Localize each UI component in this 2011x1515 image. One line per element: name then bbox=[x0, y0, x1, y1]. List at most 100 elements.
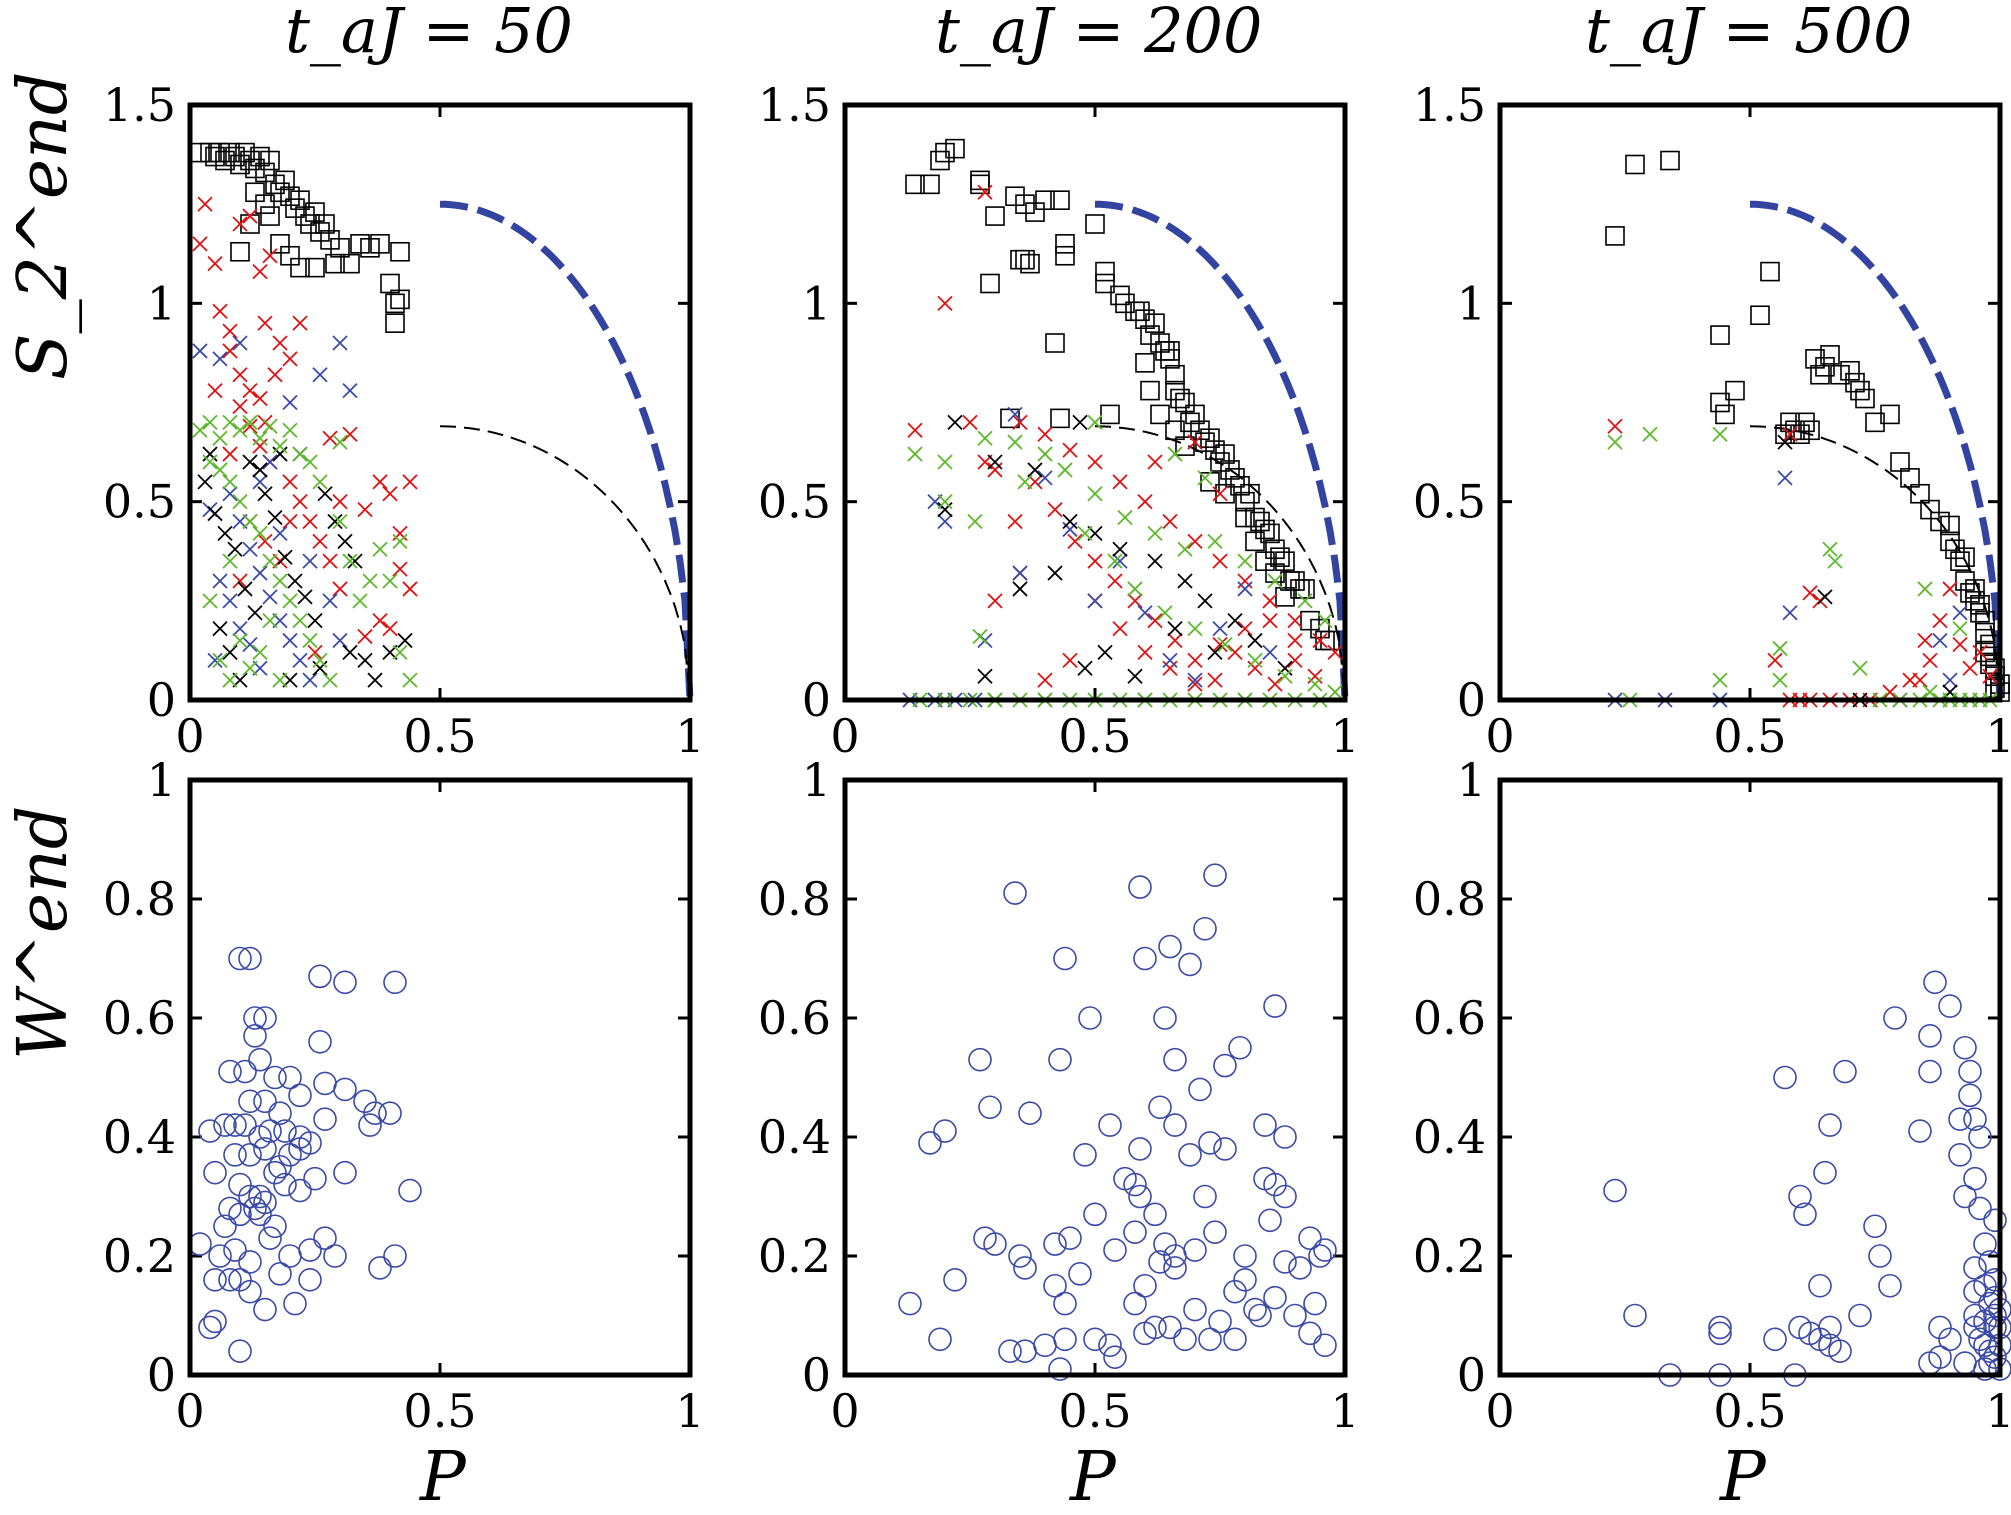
x-marker bbox=[1062, 521, 1078, 538]
circle-marker bbox=[203, 1160, 227, 1185]
circle-marker bbox=[1958, 1083, 1982, 1108]
xlabel-panel-2: P bbox=[1068, 1438, 1117, 1515]
circle-marker bbox=[943, 1268, 967, 1292]
circle-marker bbox=[213, 1113, 237, 1137]
x-marker bbox=[1112, 474, 1128, 490]
circle-marker bbox=[303, 1166, 327, 1191]
square-marker bbox=[1240, 483, 1260, 504]
square-marker bbox=[235, 142, 255, 163]
circle-marker bbox=[1043, 1273, 1067, 1298]
circle-marker bbox=[1198, 1131, 1222, 1155]
circle-marker bbox=[1948, 1143, 1972, 1167]
x-marker bbox=[262, 248, 278, 264]
circle-marker bbox=[233, 1113, 257, 1137]
x-marker bbox=[1207, 672, 1223, 688]
circle-marker bbox=[323, 1244, 347, 1268]
x-marker bbox=[372, 474, 388, 490]
circle-marker bbox=[1263, 1285, 1287, 1310]
circle-marker bbox=[268, 1262, 292, 1286]
square-marker bbox=[1160, 349, 1180, 369]
x-marker bbox=[1287, 652, 1303, 668]
x-marker bbox=[232, 335, 248, 351]
square-marker bbox=[1900, 468, 1920, 488]
circle-marker bbox=[1018, 1101, 1042, 1125]
x-marker bbox=[307, 613, 323, 629]
x-marker bbox=[392, 644, 408, 661]
x-marker bbox=[1642, 426, 1658, 442]
y-tick-label: 0.4 bbox=[1413, 1110, 1486, 1164]
circle-marker bbox=[1078, 1006, 1102, 1030]
circle-marker bbox=[1163, 1256, 1187, 1280]
square-marker bbox=[1190, 420, 1210, 441]
circle-marker bbox=[1983, 1208, 2007, 1233]
x-marker bbox=[257, 486, 273, 502]
circle-marker bbox=[1048, 1357, 1072, 1381]
circle-marker bbox=[1958, 1059, 1982, 1084]
x-marker bbox=[367, 672, 383, 688]
x-marker bbox=[242, 454, 258, 470]
circle-marker bbox=[353, 1089, 377, 1114]
circle-marker bbox=[1068, 1262, 1092, 1286]
x-marker bbox=[282, 351, 298, 367]
square-marker bbox=[905, 174, 925, 195]
circle-marker bbox=[1263, 994, 1287, 1018]
square-marker bbox=[275, 170, 295, 191]
circle-marker bbox=[1053, 1291, 1077, 1316]
circle-marker bbox=[383, 970, 407, 995]
square-marker bbox=[1955, 571, 1975, 591]
x-marker bbox=[1802, 585, 1818, 601]
x-marker bbox=[282, 513, 298, 530]
square-marker bbox=[1150, 404, 1170, 425]
circle-marker bbox=[1313, 1238, 1337, 1262]
circle-marker bbox=[1143, 1202, 1167, 1227]
x-marker bbox=[1817, 589, 1833, 605]
circle-marker bbox=[1208, 1309, 1232, 1334]
square-marker bbox=[1855, 388, 1875, 409]
x-marker bbox=[1157, 605, 1173, 621]
x-marker bbox=[1237, 573, 1253, 589]
title-1-text: t_aJ = 50 bbox=[285, 0, 573, 67]
circle-marker bbox=[1883, 1006, 1907, 1030]
x-marker bbox=[1952, 605, 1968, 621]
circle-marker bbox=[1128, 1137, 1152, 1161]
square-marker bbox=[320, 230, 340, 250]
x-marker bbox=[1782, 426, 1798, 442]
circle-marker bbox=[1153, 1232, 1177, 1256]
x-tick-label: 0 bbox=[830, 709, 859, 763]
circle-marker bbox=[1143, 1315, 1167, 1340]
square-marker bbox=[1845, 372, 1865, 393]
x-tick-label: 0 bbox=[175, 709, 204, 763]
circle-marker bbox=[933, 1119, 957, 1143]
square-marker bbox=[1145, 313, 1165, 333]
square-marker bbox=[970, 174, 990, 195]
square-marker bbox=[1270, 547, 1290, 568]
panel-3: 0 0.5 1 0 0.5 1 1.5 bbox=[1413, 78, 2011, 763]
x-marker bbox=[1072, 414, 1088, 430]
x-marker bbox=[222, 323, 238, 339]
circle-marker bbox=[268, 1154, 292, 1179]
circle-marker bbox=[313, 1226, 337, 1250]
circle-marker bbox=[1818, 1113, 1842, 1137]
circle-marker bbox=[1123, 1291, 1147, 1316]
x-marker bbox=[1932, 613, 1948, 629]
square-marker bbox=[1985, 666, 2005, 687]
circle-marker bbox=[1123, 1220, 1147, 1244]
x-marker bbox=[1147, 553, 1163, 569]
circle-marker bbox=[333, 1077, 357, 1102]
square-marker bbox=[1275, 587, 1295, 607]
x-marker bbox=[1047, 565, 1063, 581]
x-marker bbox=[987, 593, 1003, 609]
x-marker bbox=[1712, 672, 1728, 688]
x-marker bbox=[1047, 501, 1063, 518]
x-marker bbox=[357, 628, 373, 645]
circle-marker bbox=[1083, 1327, 1107, 1352]
x-marker bbox=[332, 335, 348, 351]
square-marker bbox=[1205, 440, 1225, 460]
x-marker bbox=[1012, 581, 1028, 597]
circle-marker bbox=[1808, 1273, 1832, 1298]
x-marker bbox=[322, 593, 338, 609]
x-marker bbox=[1067, 533, 1083, 549]
square-marker bbox=[1110, 285, 1130, 306]
y-tick-label: 1 bbox=[802, 276, 831, 330]
x-marker bbox=[1147, 613, 1163, 629]
